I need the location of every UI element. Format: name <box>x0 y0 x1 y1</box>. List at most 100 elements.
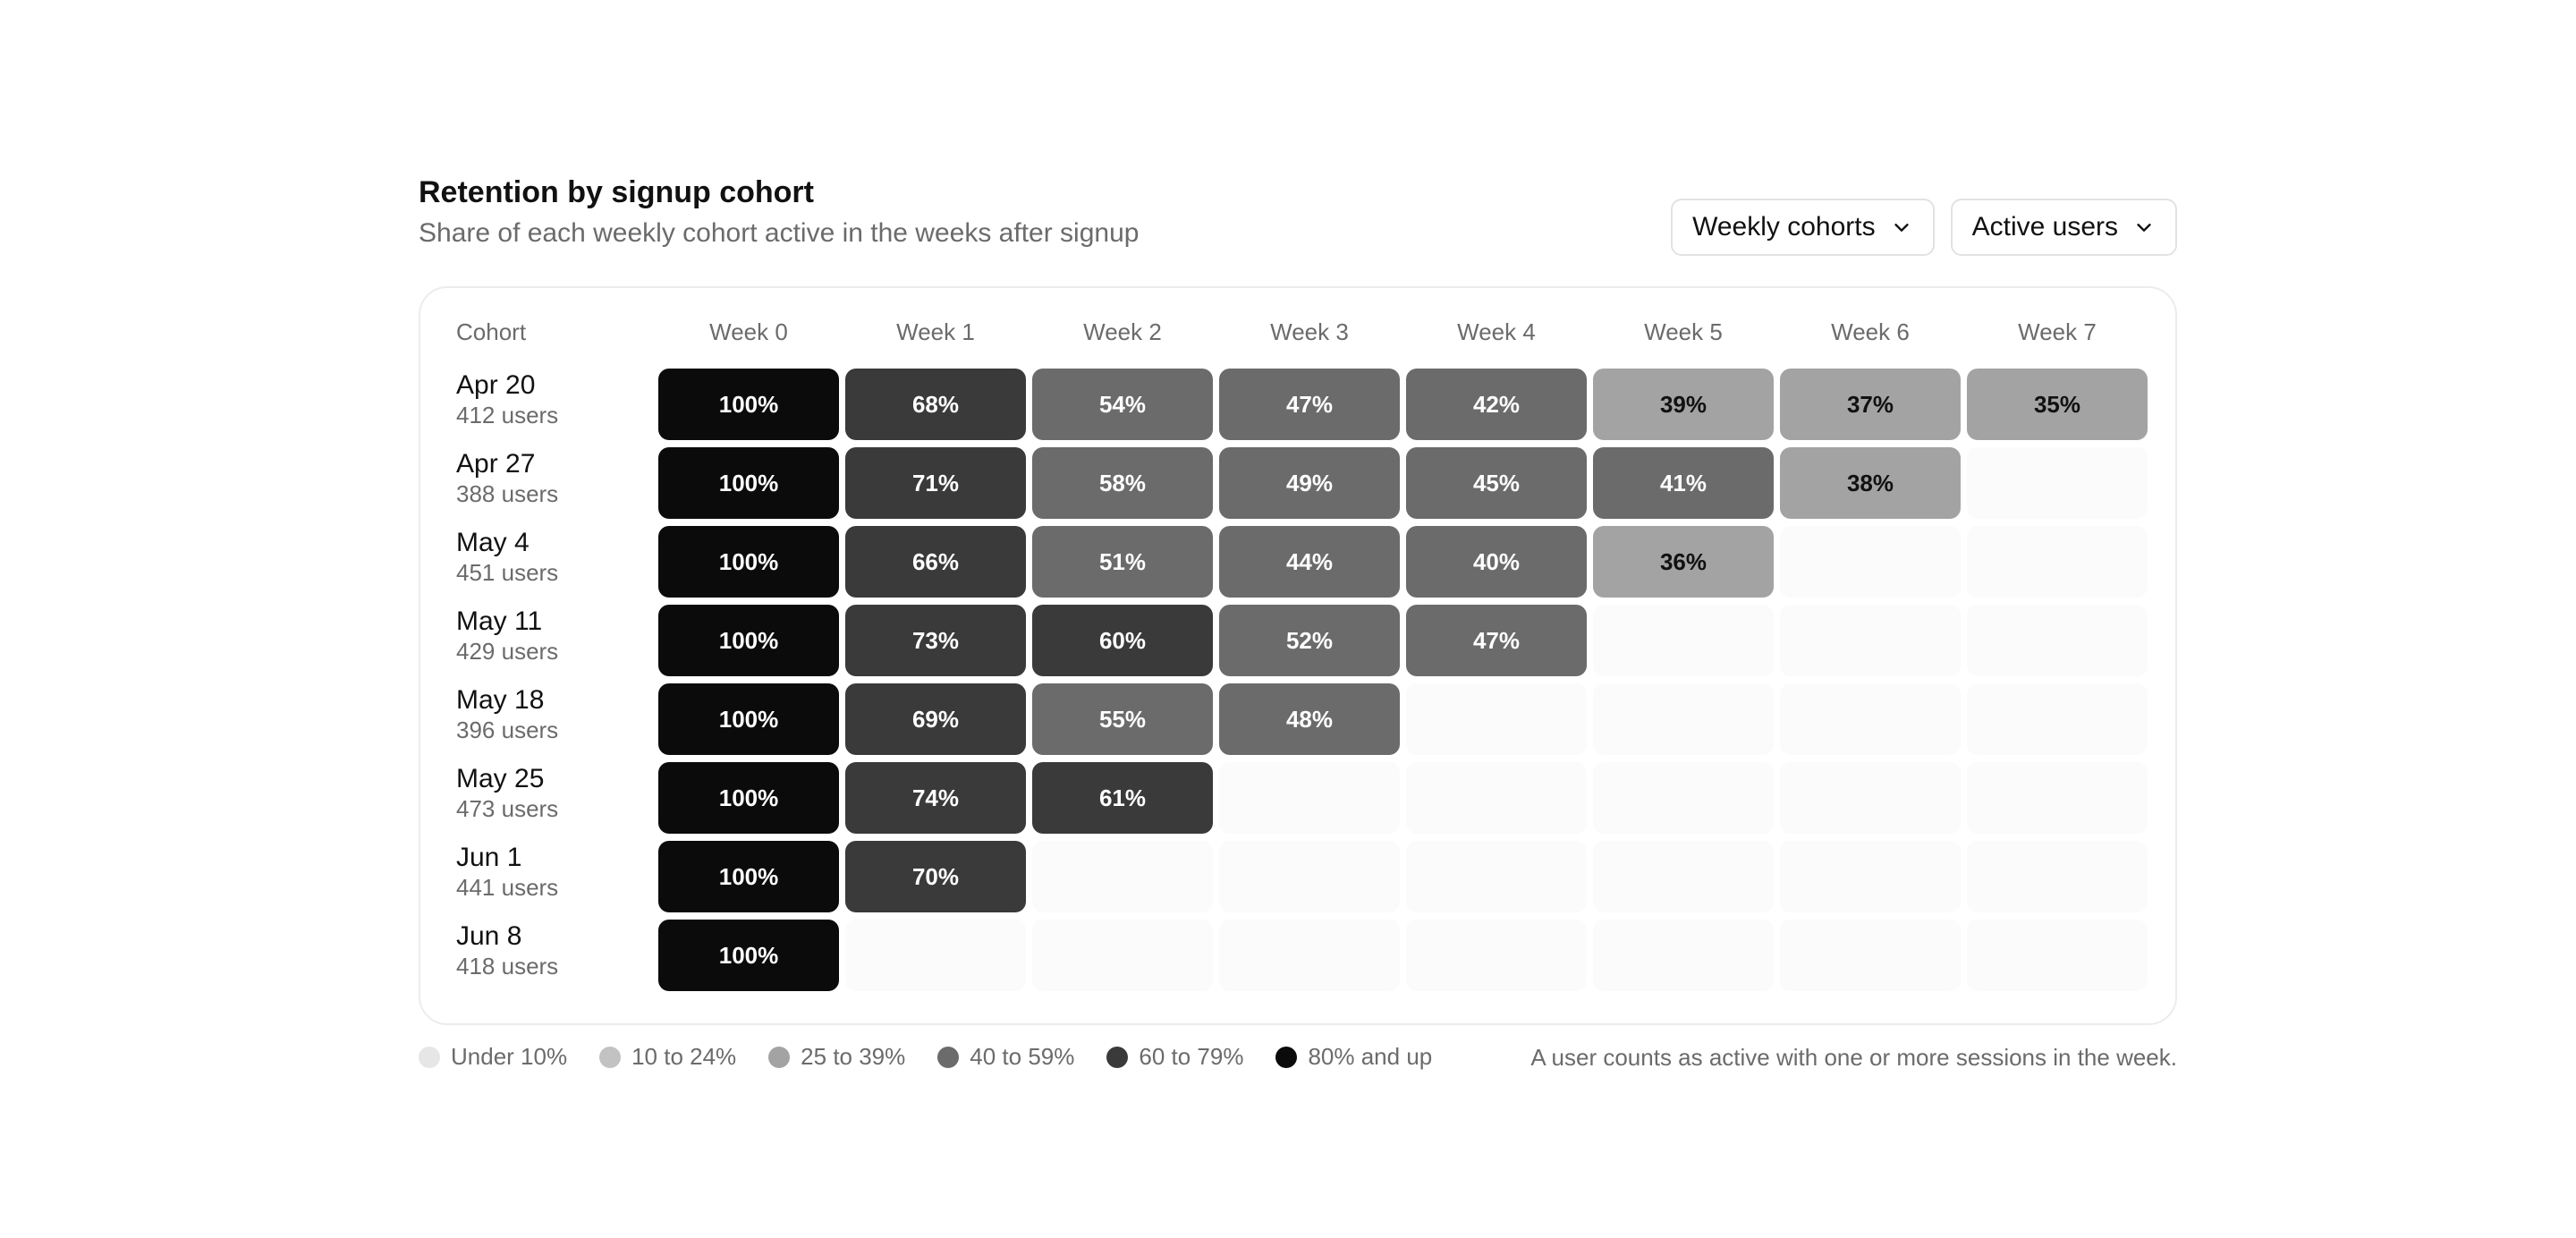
heatmap-cell[interactable]: 48% <box>1219 683 1400 755</box>
legend-swatch <box>937 1046 960 1068</box>
heatmap-cell[interactable]: 35% <box>1967 369 2148 440</box>
week-column-header: Week 6 <box>1831 318 1910 345</box>
legend-label: 40 to 59% <box>970 1043 1075 1070</box>
metric-label: Active users <box>1971 212 2118 242</box>
heatmap-cell[interactable]: 54% <box>1032 369 1213 440</box>
heatmap-cell[interactable]: 51% <box>1032 526 1213 598</box>
heatmap-cell[interactable]: 61% <box>1032 762 1213 834</box>
heatmap-cell[interactable]: 100% <box>658 920 839 991</box>
legend-swatch <box>1106 1046 1129 1068</box>
heatmap-cell[interactable]: 69% <box>845 683 1026 755</box>
heatmap-cell-empty <box>1219 762 1400 834</box>
heatmap-cell[interactable]: 45% <box>1406 447 1587 519</box>
metric-dropdown[interactable]: Active users <box>1950 199 2177 256</box>
cohort-column-header: Cohort <box>456 318 527 345</box>
heatmap-cell-empty <box>1593 841 1774 912</box>
cohort-name: Jun 1 <box>456 843 522 872</box>
heatmap-cell[interactable]: 100% <box>658 526 839 598</box>
heatmap-cell[interactable]: 58% <box>1032 447 1213 519</box>
heatmap-cell-empty <box>1406 683 1587 755</box>
chevron-down-icon <box>2137 224 2151 232</box>
heatmap-cell[interactable]: 71% <box>845 447 1026 519</box>
legend-item: 10 to 24% <box>599 1043 736 1071</box>
heatmap-cell[interactable]: 47% <box>1406 605 1587 676</box>
heatmap-cell-empty <box>1406 841 1587 912</box>
heatmap-cell-empty <box>1219 841 1400 912</box>
heatmap-cell[interactable]: 47% <box>1219 369 1400 440</box>
heatmap-cell[interactable]: 55% <box>1032 683 1213 755</box>
retention-heatmap: Cohort Week 0 Week 1 Week 2 Week 3 Week 4 Wee… <box>419 286 2177 1025</box>
heatmap-cell[interactable]: 68% <box>845 369 1026 440</box>
legend-item: 40 to 59% <box>937 1043 1074 1071</box>
heatmap-cell[interactable]: 44% <box>1219 526 1400 598</box>
cohort-row-label: May 4 451 users <box>456 528 653 587</box>
legend-label: 25 to 39% <box>801 1043 906 1070</box>
heatmap-cell-empty <box>1967 841 2148 912</box>
cohort-row-label: Apr 20 412 users <box>456 370 653 429</box>
legend-label: 80% and up <box>1308 1043 1433 1070</box>
heatmap-cell[interactable]: 100% <box>658 841 839 912</box>
cohort-name: Jun 8 <box>456 921 522 951</box>
cohort-row-label: May 25 473 users <box>456 764 653 823</box>
retention-panel: Retention by signup cohort Share of each… <box>419 175 2177 1071</box>
week-column-header: Week 2 <box>1083 318 1162 345</box>
heatmap-cell[interactable]: 100% <box>658 605 839 676</box>
heatmap-cell-empty <box>1032 841 1213 912</box>
heatmap-cell[interactable]: 74% <box>845 762 1026 834</box>
heatmap-cell-empty <box>1032 920 1213 991</box>
legend-item: 25 to 39% <box>768 1043 905 1071</box>
heatmap-cell[interactable]: 100% <box>658 683 839 755</box>
heatmap-cell[interactable]: 37% <box>1780 369 1961 440</box>
cohort-row-label: Apr 27 388 users <box>456 449 653 508</box>
legend-item: 60 to 79% <box>1106 1043 1243 1071</box>
heatmap-cell[interactable]: 60% <box>1032 605 1213 676</box>
footnote: A user counts as active with one or more… <box>1530 1044 2177 1071</box>
heatmap-cell[interactable]: 73% <box>845 605 1026 676</box>
cohort-size: 451 users <box>456 559 559 586</box>
heatmap-cell-empty <box>1219 920 1400 991</box>
cohort-size: 418 users <box>456 953 559 979</box>
heatmap-cell[interactable]: 40% <box>1406 526 1587 598</box>
chart-title: Retention by signup cohort <box>419 175 814 209</box>
heatmap-cell[interactable]: 70% <box>845 841 1026 912</box>
heatmap-cell[interactable]: 100% <box>658 762 839 834</box>
chevron-down-icon <box>1894 224 1909 232</box>
legend-item: Under 10% <box>419 1043 567 1071</box>
heatmap-cell[interactable]: 100% <box>658 369 839 440</box>
cohort-name: May 11 <box>456 606 543 636</box>
cohort-granularity-dropdown[interactable]: Weekly cohorts <box>1671 199 1935 256</box>
heatmap-cell[interactable]: 36% <box>1593 526 1774 598</box>
cohort-name: May 25 <box>456 764 545 793</box>
week-column-header: Week 7 <box>2018 318 2097 345</box>
heatmap-cell[interactable]: 66% <box>845 526 1026 598</box>
legend-swatch <box>599 1046 622 1068</box>
cohort-size: 441 users <box>456 874 559 901</box>
heatmap-cell-empty <box>1780 526 1961 598</box>
heatmap-cell-empty <box>1967 920 2148 991</box>
cohort-name: May 4 <box>456 528 530 557</box>
heatmap-cell[interactable]: 49% <box>1219 447 1400 519</box>
heatmap-cell-empty <box>1780 762 1961 834</box>
heatmap-cell[interactable]: 52% <box>1219 605 1400 676</box>
heatmap-cell[interactable]: 100% <box>658 447 839 519</box>
heatmap-cell[interactable]: 42% <box>1406 369 1587 440</box>
heatmap-cell-empty <box>1967 447 2148 519</box>
cohort-name: Apr 20 <box>456 370 536 400</box>
legend-label: 10 to 24% <box>631 1043 737 1070</box>
heatmap-cell[interactable]: 38% <box>1780 447 1961 519</box>
cohort-size: 388 users <box>456 480 559 507</box>
legend-swatch <box>419 1046 440 1068</box>
heatmap-cell[interactable]: 39% <box>1593 369 1774 440</box>
cohort-row-label: May 18 396 users <box>456 685 653 744</box>
week-column-header: Week 0 <box>709 318 788 345</box>
panel-header: Retention by signup cohort Share of each… <box>419 175 2177 286</box>
heatmap-cell-empty <box>1780 841 1961 912</box>
heatmap-cell[interactable]: 41% <box>1593 447 1774 519</box>
heatmap-cell-empty <box>1780 920 1961 991</box>
heatmap-cell-empty <box>1593 605 1774 676</box>
cohort-row-label: May 11 429 users <box>456 606 653 666</box>
cohort-name: Apr 27 <box>456 449 536 479</box>
week-column-header: Week 4 <box>1457 318 1536 345</box>
heatmap-cell-empty <box>845 920 1026 991</box>
heatmap-cell-empty <box>1593 683 1774 755</box>
